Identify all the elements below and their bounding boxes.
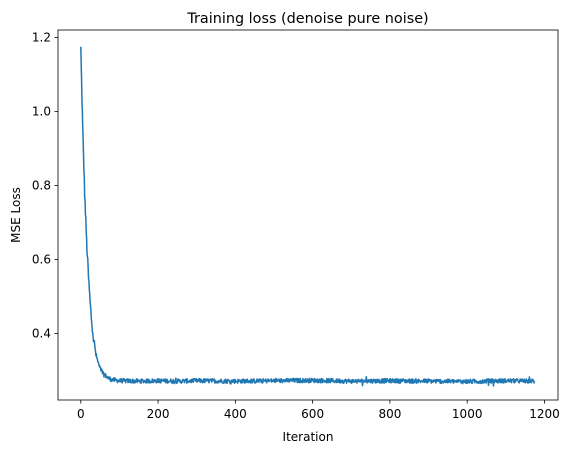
y-tick-label: 1.0 xyxy=(32,105,51,119)
y-tick-label: 0.4 xyxy=(32,327,51,341)
chart-title: Training loss (denoise pure noise) xyxy=(186,11,428,27)
y-tick-label: 1.2 xyxy=(32,31,51,45)
x-tick-label: 0 xyxy=(77,407,85,421)
x-tick-label: 1200 xyxy=(529,407,560,421)
x-axis: 0 200 400 600 800 1000 1200 xyxy=(77,400,560,421)
x-tick-label: 400 xyxy=(224,407,247,421)
plot-frame xyxy=(57,29,559,401)
x-tick-label: 1000 xyxy=(452,407,483,421)
y-tick-label: 0.6 xyxy=(32,253,51,267)
x-tick-label: 800 xyxy=(378,407,401,421)
plot-area xyxy=(80,46,536,387)
x-tick-label: 200 xyxy=(147,407,170,421)
y-axis-label: MSE Loss xyxy=(9,187,23,243)
x-axis-label: Iteration xyxy=(283,430,334,444)
loss-curve-line xyxy=(80,46,536,387)
y-tick-label: 0.8 xyxy=(32,179,51,193)
x-tick-label: 600 xyxy=(301,407,324,421)
y-axis: 0.4 0.6 0.8 1.0 1.2 xyxy=(32,31,58,341)
